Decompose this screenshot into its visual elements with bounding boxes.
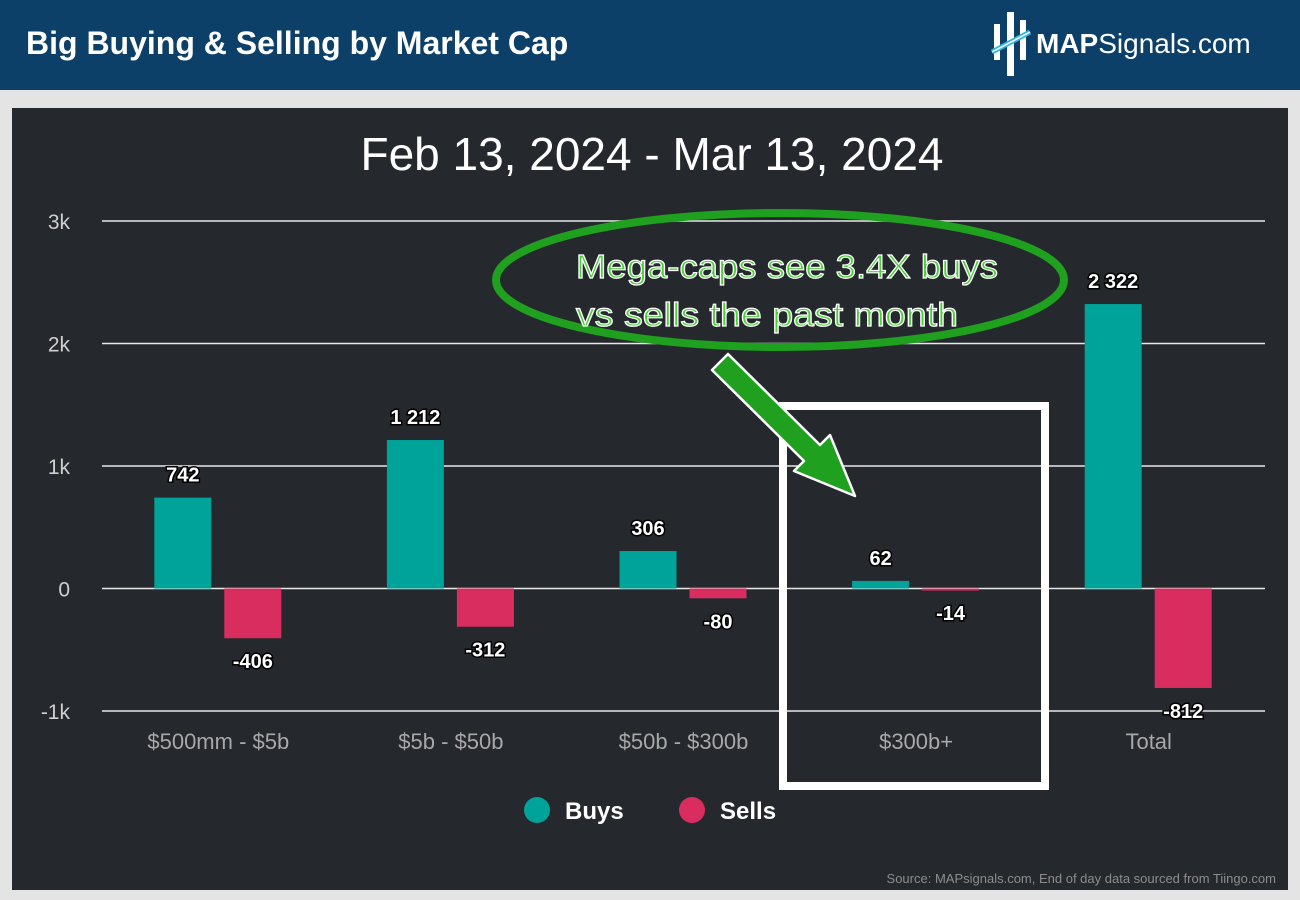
buys-bar (852, 580, 910, 589)
legend-sells-label: Sells (720, 798, 776, 825)
buys-data-label: 742 (166, 465, 199, 487)
x-tick-label: $50b - $300b (619, 729, 749, 754)
buys-bar (1084, 304, 1142, 589)
x-tick-label: $500mm - $5b (147, 729, 289, 754)
map-signals-logo-icon (990, 12, 1032, 76)
sells-bar (689, 588, 747, 599)
data-labels: 742 -406 1 212 -312 306 -80 62 -14 2 322 -812 (165, 270, 1205, 725)
annotation-arrow-icon (710, 352, 857, 498)
sells-bar (224, 588, 282, 639)
brand-name-bold: MAP (1036, 28, 1099, 59)
annotation-line-2: vs sells the past month (576, 296, 958, 333)
legend: Buys Sells (524, 797, 776, 825)
source-note: Source: MAPsignals.com, End of day data … (886, 871, 1276, 886)
x-tick-label: $5b - $50b (398, 729, 503, 754)
x-axis-ticks: $500mm - $5b $5b - $50b $50b - $300b $300b+… (147, 729, 1172, 754)
sells-bar (456, 588, 514, 627)
brand-name-rest: Signals.com (1098, 28, 1251, 59)
buys-bar (154, 497, 212, 589)
x-tick-label: $300b+ (879, 729, 953, 754)
y-tick-label: 1k (48, 456, 71, 479)
chart-title: Feb 13, 2024 - Mar 13, 2024 (360, 128, 943, 180)
legend-buys-dot-icon (524, 797, 550, 823)
sells-data-label: -812 (1163, 701, 1203, 723)
buys-data-label: 1 212 (390, 407, 440, 429)
y-tick-label: -1k (41, 701, 71, 724)
y-axis-ticks: -1k 0 1k 2k 3k (41, 211, 71, 724)
annotation-ellipse (492, 209, 1068, 351)
header-bar: Big Buying & Selling by Market Cap MAPSi… (0, 0, 1300, 90)
y-tick-label: 0 (58, 579, 70, 602)
y-tick-label: 3k (48, 211, 71, 234)
highlight-box (779, 402, 1049, 790)
sells-data-label: -14 (936, 603, 966, 625)
sells-bar (1154, 588, 1212, 688)
chart-panel: Feb 13, 2024 - Mar 13, 2024 -1k 0 1k 2k 3k $… (12, 108, 1288, 890)
brand-logo: MAPSignals.com (990, 10, 1290, 80)
buys-bar (619, 551, 677, 589)
sells-data-label: -312 (465, 640, 505, 662)
annotation-callout: Mega-caps see 3.4X buys vs sells the pas… (492, 209, 1068, 498)
brand-name: MAPSignals.com (1036, 28, 1251, 60)
buys-data-label: 62 (869, 548, 891, 570)
sells-data-label: -406 (233, 651, 273, 673)
buys-data-label: 306 (631, 518, 664, 540)
bar-chart: Feb 13, 2024 - Mar 13, 2024 -1k 0 1k 2k 3k $… (41, 128, 1265, 825)
bars (154, 304, 1212, 688)
sells-data-label: -80 (704, 611, 733, 633)
legend-sells-dot-icon (679, 797, 705, 823)
buys-data-label: 2 322 (1088, 271, 1138, 293)
sells-bar (922, 588, 980, 591)
x-tick-label: Total (1125, 729, 1171, 754)
y-tick-label: 2k (48, 334, 71, 357)
legend-buys-label: Buys (565, 798, 624, 825)
annotation-line-1: Mega-caps see 3.4X buys (576, 248, 998, 285)
buys-bar (386, 440, 444, 589)
page-title: Big Buying & Selling by Market Cap (26, 25, 569, 61)
